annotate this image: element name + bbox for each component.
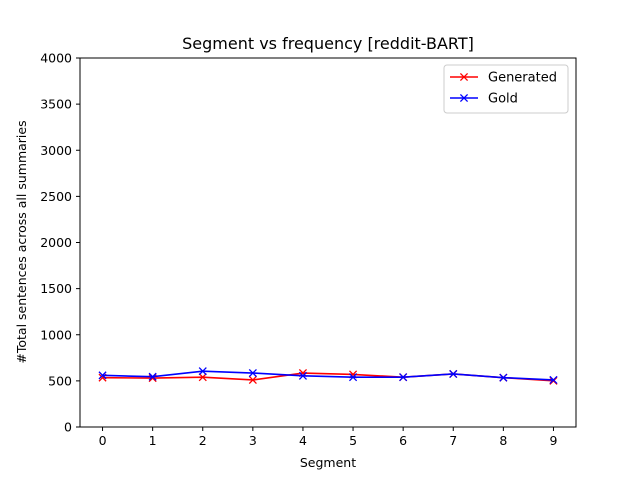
data-point [499,373,508,382]
data-point [449,369,458,379]
data-point [198,373,207,382]
y-tick-label: 2000 [40,235,72,250]
data-point [549,375,558,385]
y-tick-label: 4000 [40,51,72,66]
data-point [399,373,408,382]
y-axis: 0 500 1000 1500 2000 2500 3000 3500 4000 [40,51,80,435]
y-tick-label: 3500 [40,97,72,112]
series-gold [98,367,558,385]
x-axis-label: Segment [300,455,356,470]
y-tick-label: 1000 [40,327,72,342]
data-point [348,373,358,382]
data-point [248,368,257,378]
y-tick-label: 2500 [40,189,72,204]
legend-item-gold: Gold [450,92,518,107]
x-tick-label: 4 [299,433,307,448]
data-point [549,376,558,385]
plot-area [79,57,577,428]
series-line [102,370,554,381]
x-tick-label: 9 [549,433,557,448]
x-axis: 0 1 2 3 4 5 6 7 8 9 [99,427,557,448]
x-tick-label: 5 [349,433,357,448]
data-point [98,371,107,380]
x-tick-label: 1 [149,433,157,448]
legend: Generated Gold [443,64,569,114]
y-tick-label: 1500 [40,281,72,296]
series-layer [98,367,558,385]
x-tick-label: 8 [499,433,507,448]
data-point [298,371,308,380]
plot-background [80,58,576,427]
legend-label: Gold [488,92,518,107]
data-point [198,367,207,376]
y-tick-label: 500 [48,373,72,388]
chart-title: Segment vs frequency [reddit-BART] [182,34,474,53]
x-tick-label: 2 [199,433,207,448]
y-tick-label: 0 [64,420,72,435]
data-point [148,372,157,381]
y-axis-label: #Total sentences across all summaries [14,120,29,363]
x-tick-label: 7 [449,433,457,448]
x-tick-label: 0 [99,433,107,448]
y-tick-label: 3000 [40,143,72,158]
x-tick-label: 6 [399,433,407,448]
legend-item-generated: Generated [450,71,557,86]
legend-label: Generated [488,71,557,86]
data-point [248,375,257,385]
x-tick-label: 3 [249,433,257,448]
